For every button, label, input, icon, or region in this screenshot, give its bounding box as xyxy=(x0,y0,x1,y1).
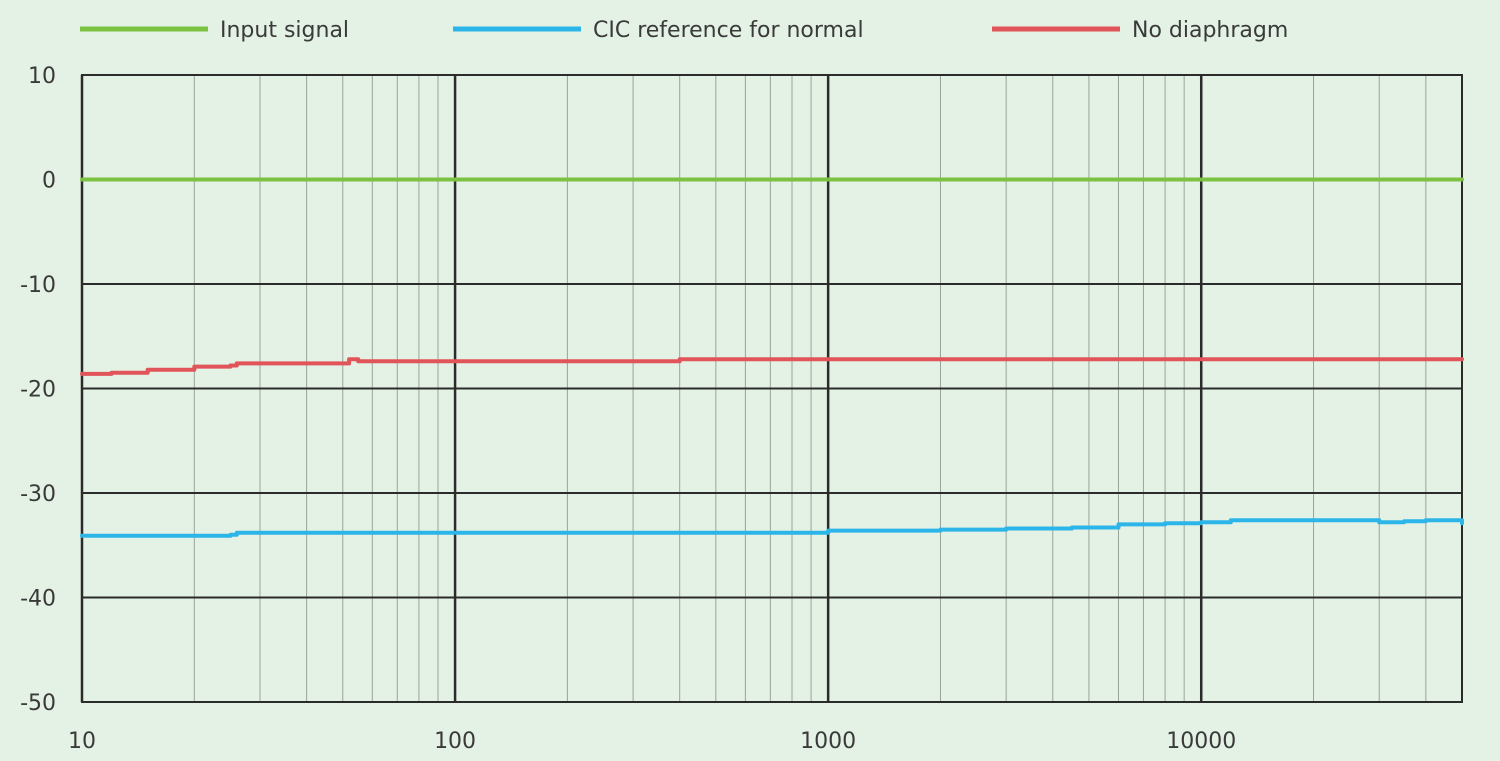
plot-frame xyxy=(81,74,1463,703)
x-tick-label: 100 xyxy=(434,729,476,754)
legend-label: CIC reference for normal xyxy=(593,18,864,43)
y-tick-label: -10 xyxy=(20,273,56,298)
series-lines xyxy=(80,177,1464,538)
legend-item-no-diaphragm: No diaphragm xyxy=(992,18,1288,43)
x-tick-label: 1000 xyxy=(800,729,856,754)
y-tick-label: -20 xyxy=(20,378,56,403)
y-tick-label: -30 xyxy=(20,482,56,507)
legend: Input signal CIC reference for normal No… xyxy=(80,18,1288,43)
y-tick-label: 10 xyxy=(28,64,56,89)
y-tick-label: -40 xyxy=(20,587,56,612)
legend-item-cic-reference: CIC reference for normal xyxy=(453,18,864,43)
x-tick-label: 10000 xyxy=(1166,729,1236,754)
legend-label: Input signal xyxy=(220,18,349,43)
y-tick-label: -50 xyxy=(20,691,56,716)
x-tick-label: 10 xyxy=(68,729,96,754)
legend-item-input-signal: Input signal xyxy=(80,18,349,43)
series-line-no-diaphragm xyxy=(80,357,1464,376)
series-line-cic-reference-for-normal xyxy=(80,518,1464,538)
y-tick-label: 0 xyxy=(42,169,56,194)
legend-label: No diaphragm xyxy=(1132,18,1288,43)
